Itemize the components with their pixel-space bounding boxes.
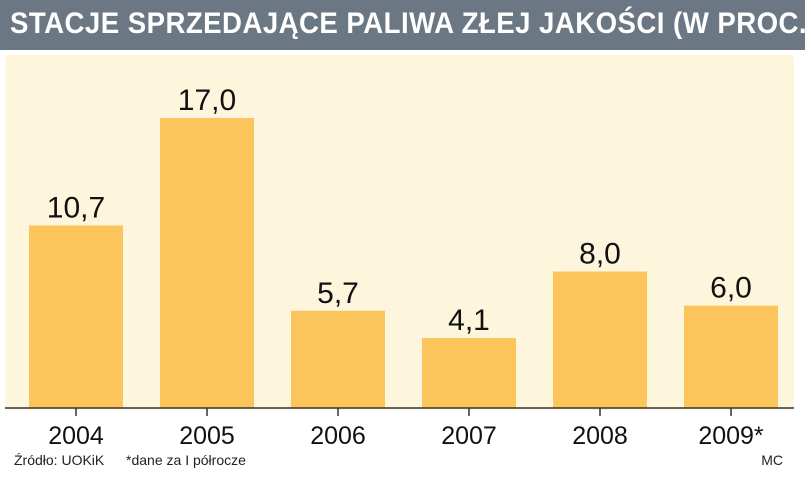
bar-2008	[553, 271, 647, 408]
x-tick-label-2007: 2007	[441, 422, 497, 450]
chart-title: STACJE SPRZEDAJĄCE PALIWA ZŁEJ JAKOŚCI (…	[10, 7, 805, 40]
x-tick-label-2004: 2004	[48, 422, 104, 450]
bar-2006	[291, 310, 385, 408]
x-tick-label-2009*: 2009*	[698, 422, 764, 450]
data-label-2008: 8,0	[579, 238, 621, 271]
author-credit: MC	[761, 452, 783, 468]
data-label-2007: 4,1	[448, 304, 490, 337]
bar-2005	[160, 118, 254, 408]
bar-2009*	[684, 305, 778, 408]
data-label-2004: 10,7	[47, 191, 105, 224]
data-label-2005: 17,0	[178, 84, 236, 117]
source-note: Źródło: UOKiK	[14, 452, 105, 468]
footnote: *dane za I półrocze	[126, 452, 246, 468]
data-label-2009*: 6,0	[710, 272, 752, 305]
bar-2007	[422, 338, 516, 408]
x-tick-label-2005: 2005	[179, 422, 235, 450]
bar-2004	[29, 225, 123, 408]
plot-area	[5, 55, 794, 410]
x-tick-label-2006: 2006	[310, 422, 366, 450]
chart-title-bar: STACJE SPRZEDAJĄCE PALIWA ZŁEJ JAKOŚCI (…	[0, 0, 805, 50]
data-label-2006: 5,7	[317, 277, 359, 310]
chart-footer: Źródło: UOKiK *dane za I półrocze	[14, 452, 246, 468]
x-tick-label-2008: 2008	[572, 422, 628, 450]
